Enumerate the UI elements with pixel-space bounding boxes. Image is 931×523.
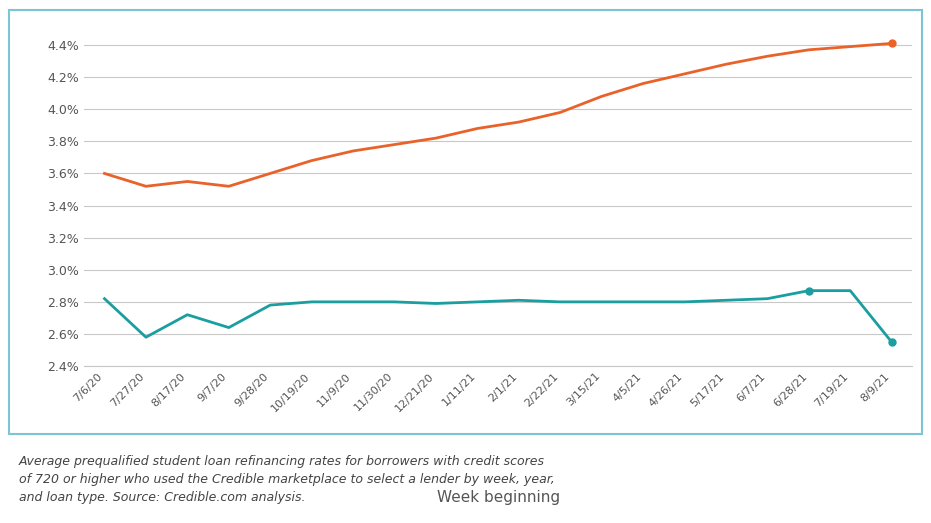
Text: Average prequalified student loan refinancing rates for borrowers with credit sc: Average prequalified student loan refina… bbox=[19, 455, 554, 504]
X-axis label: Week beginning: Week beginning bbox=[437, 490, 560, 505]
